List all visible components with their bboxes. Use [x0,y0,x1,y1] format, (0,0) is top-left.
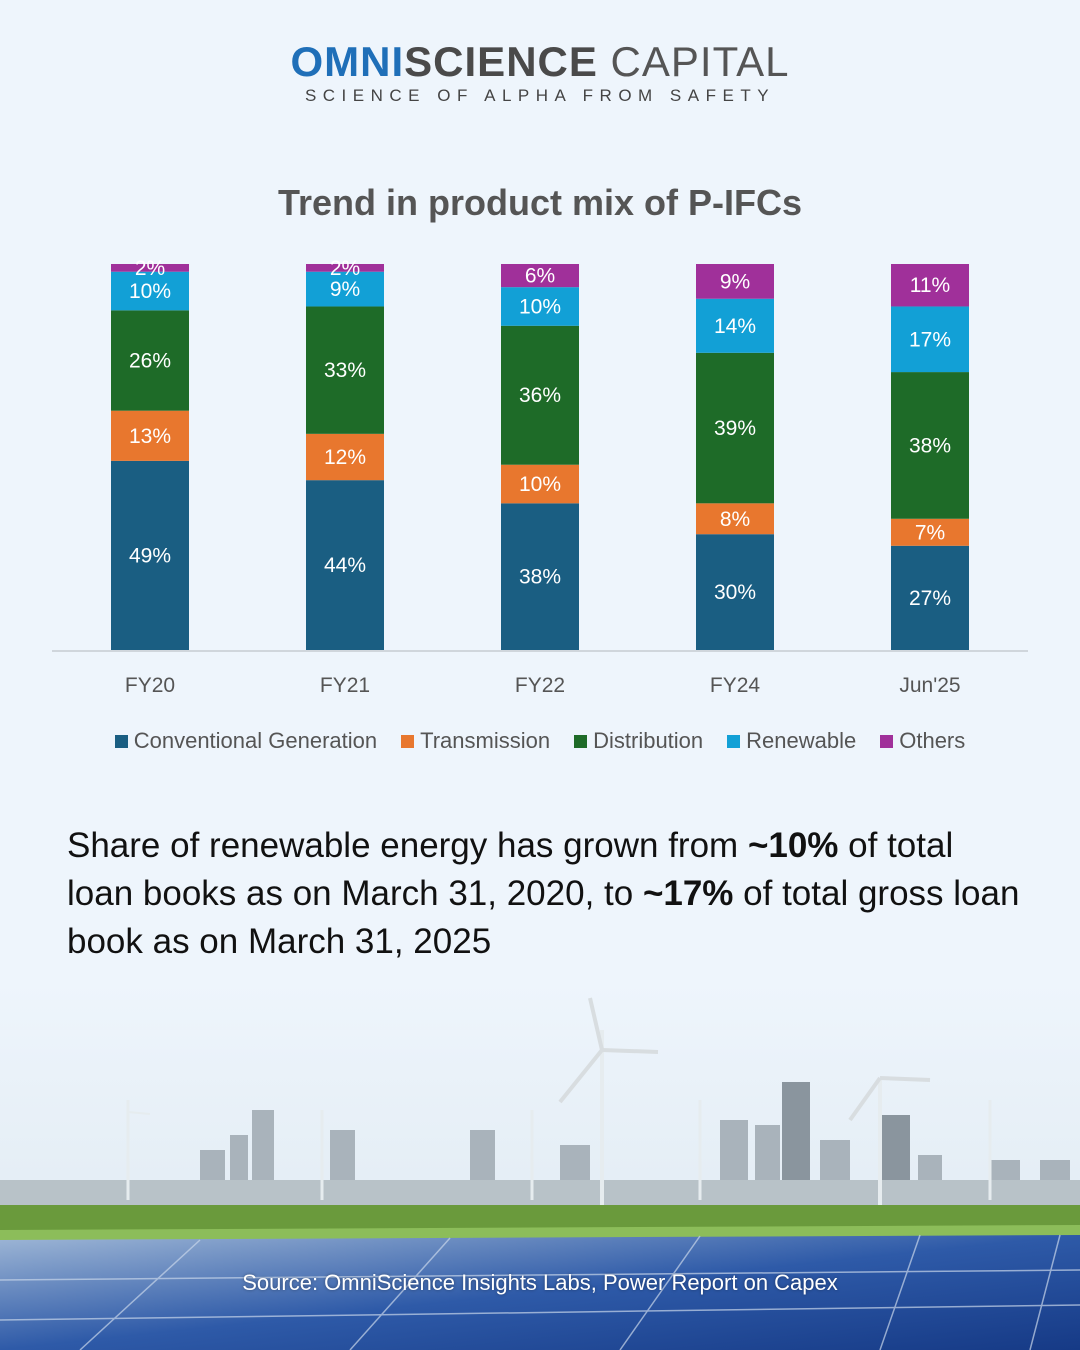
legend-label: Renewable [746,728,857,753]
bar-segment-distribution [306,306,384,434]
bar-segment-conventional-generation [501,503,579,650]
desc-bold-2: ~17% [642,874,734,913]
data-label: 10% [519,295,561,318]
bar-segment-others [891,264,969,307]
logo-science: SCIENCE [404,38,598,85]
legend-label: Distribution [593,728,704,753]
legend-label: Others [899,728,966,753]
data-label: 6% [525,265,555,288]
data-label: 38% [519,566,561,589]
x-tick-label: Jun'25 [899,674,960,697]
chart-legend: Conventional Generation Transmission Distr… [0,728,1080,754]
bar-segment-conventional-generation [891,545,969,650]
bar-segment-renewable [501,287,579,326]
data-label: 27% [909,587,951,610]
legend-swatch [574,734,588,748]
logo: OMNISCIENCE CAPITAL SCIENCE OF ALPHA FRO… [0,40,1080,106]
desc-text-1: Share of renewable energy has grown from [67,826,748,865]
bar-segment-renewable [306,271,384,307]
legend-item: Transmission [401,728,550,754]
chart-title: Trend in product mix of P-IFCs [277,182,803,223]
legend-swatch [401,734,415,748]
x-tick-label: FY22 [515,674,565,697]
data-label: 36% [519,384,561,407]
data-label: 26% [129,350,171,373]
data-label: 10% [519,473,561,496]
bar-segment-distribution [891,372,969,519]
legend-item: Conventional Generation [114,728,378,754]
desc-text-3: of total gross loan book as on March 31,… [67,874,1020,961]
bar-segment-transmission [306,433,384,481]
bar-segment-renewable [696,298,774,353]
data-label: 2% [330,257,360,280]
logo-omni: OMNI [290,38,405,85]
data-label: 9% [330,278,360,301]
logo-tagline: SCIENCE OF ALPHA FROM SAFETY [304,86,776,105]
x-tick-label: FY21 [320,674,370,697]
stacked-bar-chart: 49%13%26%10%2%FY2044%12%33%9%2%FY2138%10… [52,257,1028,697]
city-skyline-icon [0,1082,1080,1205]
data-label: 30% [714,581,756,604]
data-label: 14% [714,315,756,338]
data-label: 12% [324,446,366,469]
legend-swatch [114,734,128,748]
logo-capital: CAPITAL [597,38,790,85]
bar-segment-others [111,264,189,272]
description: Share of renewable energy has grown from… [67,822,1027,966]
legend-label: Conventional Generation [133,728,378,753]
bar-segment-distribution [696,352,774,504]
source-note: Source: OmniScience Insights Labs, Power… [242,1270,838,1295]
legend-item: Others [880,728,965,754]
bar-segment-renewable [891,306,969,373]
bar-segment-transmission [501,464,579,504]
data-label: 38% [909,434,951,457]
desc-bold-1: ~10% [747,826,839,865]
bar-segment-conventional-generation [306,480,384,650]
bar-segment-conventional-generation [696,534,774,650]
legend-swatch [727,734,741,748]
data-label: 7% [915,521,945,544]
data-label: 11% [910,274,950,297]
data-label: 10% [129,280,171,303]
bar-segment-transmission [111,410,189,461]
bar-segment-conventional-generation [111,460,189,650]
x-tick-label: FY20 [125,674,175,697]
legend-label: Transmission [420,728,551,753]
data-label: 39% [714,417,756,440]
renewable-landscape-image [0,980,1080,1350]
data-label: 13% [129,425,171,448]
bar-segment-transmission [696,503,774,535]
wind-turbine-icons [126,997,992,1205]
desc-text-2: of total loan books as on March 31, 2020… [67,826,954,913]
bar-segment-distribution [501,325,579,465]
bar-segment-renewable [111,271,189,311]
bar-segment-others [696,264,774,299]
legend-item: Renewable [727,728,856,754]
data-label: 33% [324,359,366,382]
x-tick-label: FY24 [710,674,761,697]
data-label: 44% [324,554,366,577]
data-label: 8% [720,508,750,531]
legend-item: Distribution [574,728,703,754]
legend-swatch [880,734,894,748]
data-label: 2% [135,257,165,280]
data-label: 9% [720,270,750,293]
bar-segment-others [501,264,579,288]
data-label: 17% [909,328,951,351]
bar-segment-transmission [891,518,969,546]
bar-segment-distribution [111,310,189,411]
data-label: 49% [129,544,171,567]
bar-segment-others [306,264,384,272]
